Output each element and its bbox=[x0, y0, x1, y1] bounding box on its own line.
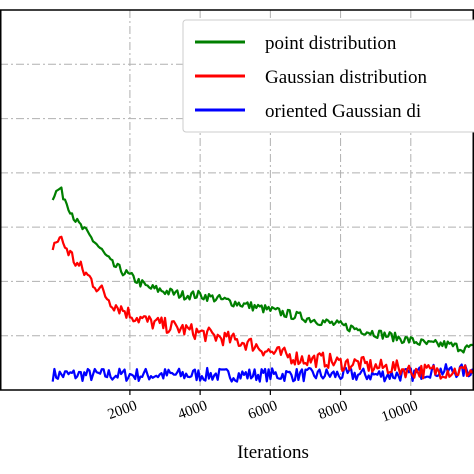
legend: point distribution Gaussian distribution o… bbox=[182, 19, 474, 133]
x-tick-label-4: 10000 bbox=[379, 398, 420, 426]
x-axis-label: Iterations bbox=[237, 442, 309, 463]
legend-label-2: oriented Gaussian di bbox=[265, 101, 421, 122]
series-lines bbox=[51, 186, 474, 383]
x-tick-label-2: 6000 bbox=[246, 398, 280, 423]
legend-label-0: point distribution bbox=[265, 33, 397, 54]
x-tick-label-1: 4000 bbox=[176, 398, 210, 423]
x-ticks: 2000 4000 6000 8000 10000 bbox=[106, 390, 420, 426]
x-tick-label-0: 2000 bbox=[106, 398, 140, 423]
series-line-1 bbox=[51, 235, 474, 380]
legend-label-1: Gaussian distribution bbox=[265, 67, 428, 88]
x-tick-label-3: 8000 bbox=[316, 398, 350, 423]
series-line-0 bbox=[51, 186, 474, 354]
legend-box bbox=[182, 19, 474, 133]
